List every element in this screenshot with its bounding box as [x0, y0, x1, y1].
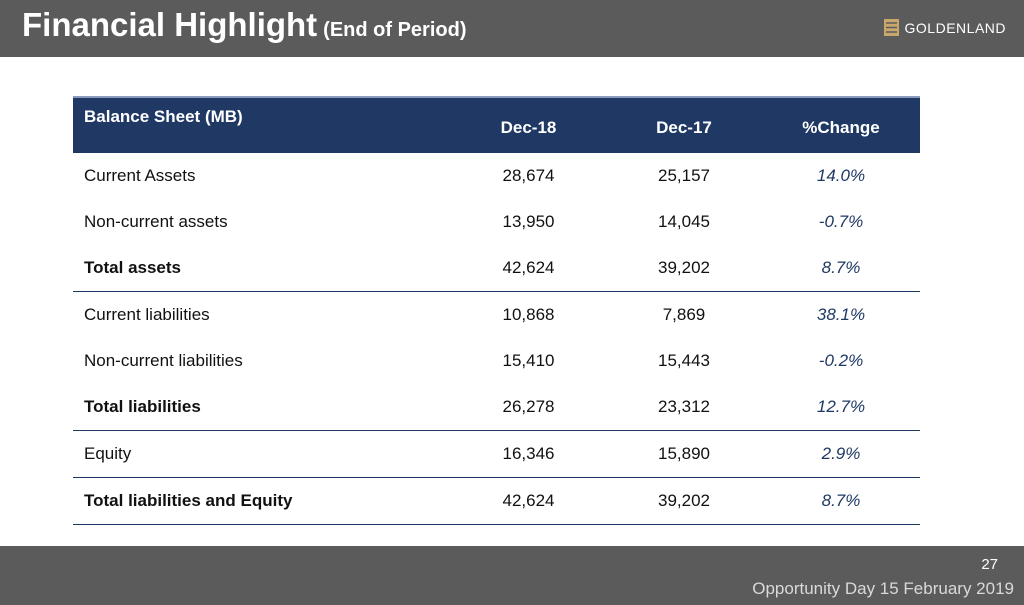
- value-dec-17: 15,443: [658, 351, 710, 370]
- value-percent-change: 12.7%: [762, 384, 920, 431]
- row-label: Total assets: [73, 245, 451, 292]
- value-percent-change: 8.7%: [762, 245, 920, 292]
- value-dec-18: 16,346: [451, 430, 606, 478]
- value-dec-18: 10,868: [502, 305, 555, 324]
- value-dec-18: 13,950: [502, 212, 555, 231]
- value-dec-17: 14,045: [658, 212, 710, 231]
- header-percent-change: %Change: [762, 96, 920, 153]
- table-row: Equity 16,346 15,890 2.9%: [73, 430, 920, 478]
- table-row: Non-current assets 13,950 14,045 -0.7%: [73, 199, 920, 245]
- footer-bar: 27 Opportunity Day 15 February 2019: [0, 546, 1024, 605]
- row-label: Non-current assets: [84, 212, 228, 231]
- row-label: Total liabilities and Equity: [73, 477, 451, 525]
- row-label: Total liabilities: [73, 384, 451, 431]
- event-label: Opportunity Day 15 February 2019: [752, 579, 1014, 598]
- page-subtitle: (End of Period): [323, 19, 467, 41]
- header-dec-18: Dec-18: [451, 96, 606, 153]
- value-percent-change: -0.2%: [818, 351, 864, 370]
- value-percent-change: 38.1%: [816, 305, 866, 324]
- table-row: Current liabilities 10,868 7,869 38.1%: [73, 292, 920, 339]
- row-label: Non-current liabilities: [84, 351, 243, 370]
- row-label: Equity: [73, 430, 451, 478]
- value-dec-17: 23,312: [606, 384, 762, 431]
- value-dec-18: 42,624: [451, 477, 606, 525]
- table-row: Non-current liabilities 15,410 15,443 -0…: [73, 338, 920, 384]
- table-row-total-liabilities-equity: Total liabilities and Equity 42,624 39,2…: [73, 477, 920, 525]
- value-dec-18: 15,410: [502, 351, 555, 370]
- header-dec-17: Dec-17: [606, 96, 762, 153]
- value-dec-18: 26,278: [451, 384, 606, 431]
- row-label: Current Assets: [84, 166, 196, 185]
- value-percent-change: 8.7%: [762, 477, 920, 525]
- value-dec-18: 28,674: [502, 166, 555, 185]
- logo-text: GOLDENLAND: [904, 19, 1006, 36]
- table-row-total-assets: Total assets 42,624 39,202 8.7%: [73, 245, 920, 292]
- company-logo: GOLDENLAND: [883, 19, 1006, 36]
- page-title-text: Financial Highlight: [22, 6, 318, 43]
- table-row: Current Assets 28,674 25,157 14.0%: [73, 153, 920, 199]
- value-dec-17: 39,202: [606, 477, 762, 525]
- value-percent-change: 2.9%: [762, 430, 920, 478]
- value-dec-17: 7,869: [662, 305, 706, 324]
- row-label: Current liabilities: [84, 305, 210, 324]
- page-number: 27: [981, 556, 998, 573]
- value-dec-17: 25,157: [658, 166, 710, 185]
- page-title: Financial Highlight (End of Period): [22, 6, 467, 44]
- value-dec-17: 15,890: [606, 430, 762, 478]
- value-dec-17: 39,202: [606, 245, 762, 292]
- value-percent-change: -0.7%: [818, 212, 864, 231]
- header-balance-sheet: Balance Sheet (MB): [73, 96, 451, 153]
- value-dec-18: 42,624: [451, 245, 606, 292]
- header-bar: Financial Highlight (End of Period) GOLDE…: [0, 0, 1024, 57]
- logo-mark-icon: [883, 19, 899, 36]
- balance-sheet-table: Balance Sheet (MB) Dec-18 Dec-17 %Change…: [73, 96, 920, 525]
- table-header-row: Balance Sheet (MB) Dec-18 Dec-17 %Change: [73, 96, 920, 153]
- value-percent-change: 14.0%: [816, 166, 866, 185]
- table-row-total-liabilities: Total liabilities 26,278 23,312 12.7%: [73, 384, 920, 431]
